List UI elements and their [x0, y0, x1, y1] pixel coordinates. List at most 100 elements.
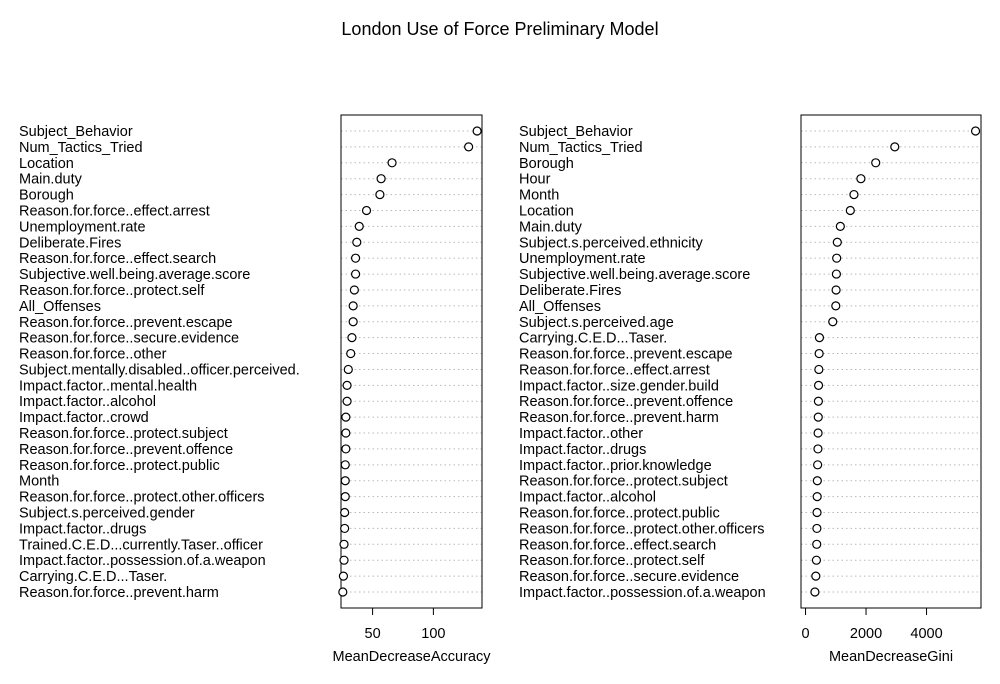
importance-point — [811, 555, 822, 565]
importance-point — [340, 523, 350, 534]
variable-label: Impact.factor..drugs — [519, 442, 646, 458]
x-tick-label: 100 — [421, 626, 445, 642]
variable-label: Impact.factor..drugs — [19, 521, 146, 537]
variable-label: Reason.for.force..effect.arrest — [19, 203, 210, 219]
variable-label: Impact.factor..mental.health — [19, 378, 197, 394]
variable-label: Subjective.well.being.average.score — [519, 267, 750, 283]
variable-label: Reason.for.force..protect.self — [19, 283, 205, 299]
x-tick-label: 0 — [801, 626, 809, 642]
variable-label: Subject.s.perceived.gender — [19, 506, 195, 522]
importance-point — [472, 126, 482, 136]
importance-point — [342, 396, 352, 406]
variable-label: Trained.C.E.D...currently.Taser..officer — [19, 537, 263, 553]
importance-point — [871, 158, 881, 168]
variable-label: Reason.for.force..protect.subject — [519, 474, 728, 490]
importance-point — [813, 460, 823, 470]
x-tick-label: 50 — [365, 626, 381, 642]
x-tick-label: 4000 — [910, 626, 942, 642]
variable-label: Impact.factor..alcohol — [519, 490, 656, 506]
variable-label: All_Offenses — [19, 299, 101, 315]
variable-label: Reason.for.force..protect.other.officers — [19, 490, 265, 506]
variable-label: Reason.for.force..secure.evidence — [519, 569, 739, 585]
importance-point — [347, 333, 357, 343]
importance-point — [810, 587, 820, 597]
importance-point — [464, 142, 474, 152]
x-tick-label: 2000 — [850, 626, 882, 642]
variable-label: Impact.factor..prior.knowledge — [519, 458, 712, 474]
importance-point — [856, 174, 866, 184]
variable-label: Location — [519, 203, 574, 219]
importance-point — [812, 507, 822, 518]
variable-label: Subject_Behavior — [19, 124, 133, 140]
importance-point — [339, 539, 349, 549]
importance-point — [812, 492, 822, 502]
variable-label: Num_Tactics_Tried — [19, 140, 143, 156]
importance-point — [814, 333, 825, 343]
importance-point — [813, 412, 823, 422]
importance-point — [338, 587, 348, 597]
importance-point — [814, 348, 824, 359]
importance-point — [813, 444, 823, 454]
importance-point — [339, 555, 349, 565]
importance-point — [831, 285, 841, 295]
variable-label: Subject.s.perceived.age — [519, 315, 674, 331]
plot-frame — [800, 114, 982, 609]
importance-point — [832, 237, 842, 247]
panel-mean-decrease-gini: Subject_BehaviorNum_Tactics_TriedBorough… — [519, 114, 982, 665]
variable-label: Subject_Behavior — [519, 124, 633, 140]
plot-frame — [340, 114, 483, 609]
variable-label: Reason.for.force..prevent.escape — [19, 315, 233, 331]
variable-label: Reason.for.force..protect.self — [519, 553, 705, 569]
variable-label: Borough — [519, 156, 574, 172]
variable-label: Subject.mentally.disabled..officer.perce… — [19, 362, 300, 378]
variable-label: Carrying.C.E.D...Taser. — [519, 331, 667, 347]
importance-point — [361, 205, 372, 216]
importance-point — [342, 380, 352, 390]
variable-label: Month — [519, 188, 559, 204]
importance-point — [343, 364, 353, 375]
importance-point — [813, 380, 824, 390]
importance-point — [812, 476, 822, 486]
importance-point — [832, 253, 842, 263]
importance-point — [812, 523, 822, 534]
variable-label: Reason.for.force..protect.other.officers — [519, 521, 765, 537]
importance-point — [814, 364, 824, 375]
importance-point — [835, 221, 845, 231]
x-axis-label: MeanDecreaseGini — [829, 649, 953, 665]
variable-label: Deliberate.Fires — [19, 235, 121, 251]
importance-point — [341, 444, 351, 454]
importance-point — [350, 269, 361, 279]
variable-label: Carrying.C.E.D...Taser. — [19, 569, 167, 585]
variable-label: Reason.for.force..prevent.harm — [19, 585, 219, 601]
variable-label: Reason.for.force..effect.search — [519, 537, 716, 553]
variable-label: Impact.factor..other — [519, 426, 643, 442]
importance-point — [812, 539, 822, 549]
variable-label: Reason.for.force..other — [19, 347, 167, 363]
variable-label: Impact.factor..possession.of.a.weapon — [519, 585, 766, 601]
variable-label: Unemployment.rate — [19, 219, 146, 235]
importance-point — [831, 269, 841, 279]
variable-label: Reason.for.force..effect.arrest — [519, 362, 710, 378]
importance-point — [845, 205, 855, 216]
importance-point — [349, 285, 359, 295]
x-axis-label: MeanDecreaseAccuracy — [333, 649, 492, 665]
importance-point — [849, 189, 859, 200]
importance-point — [340, 507, 350, 518]
variable-label: Impact.factor..alcohol — [19, 394, 156, 410]
importance-point — [340, 476, 350, 486]
importance-point — [341, 412, 351, 422]
variable-label: Subject.s.perceived.ethnicity — [519, 235, 704, 251]
importance-point — [387, 158, 397, 168]
importance-point — [338, 571, 349, 581]
importance-point — [341, 428, 351, 438]
importance-point — [970, 126, 981, 136]
variable-label: All_Offenses — [519, 299, 601, 315]
variable-label: Reason.for.force..effect.search — [19, 251, 216, 267]
importance-point — [828, 317, 838, 327]
variable-label: Reason.for.force..secure.evidence — [19, 331, 239, 347]
variable-label: Reason.for.force..prevent.harm — [519, 410, 719, 426]
variable-label: Reason.for.force..prevent.escape — [519, 347, 733, 363]
variable-label: Impact.factor..possession.of.a.weapon — [19, 553, 266, 569]
importance-point — [813, 396, 823, 406]
